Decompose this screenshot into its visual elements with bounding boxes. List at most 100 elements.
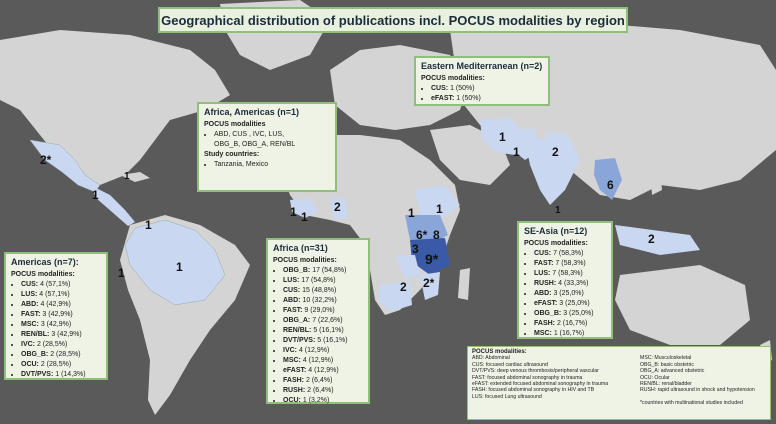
thailand-highlight (594, 158, 622, 200)
count-central-america: 1 (92, 188, 99, 202)
modality-key: ABD: (21, 301, 39, 308)
australia-shape (615, 265, 750, 345)
box-americas: Americas (n=7): POCUS modalities: CUS: 4… (4, 252, 108, 380)
box-title: Eastern Mediterranean (n=2) (421, 61, 543, 71)
modality-item: CUS: 15 (48,8%) (283, 286, 363, 296)
modality-key: IVC: (21, 341, 35, 348)
modality-key: CUS: (431, 85, 449, 92)
box-africa: Africa (n=31) POCUS modalities: OBG_B: 1… (266, 238, 370, 404)
modality-key: RUSH: (534, 280, 557, 287)
modality-key: MSC: (534, 330, 552, 337)
modality-value: 2 (28,5%) (40, 361, 72, 368)
modality-value: 5 (16,1%) (317, 337, 348, 344)
modality-item: FASH: 2 (6,4%) (283, 376, 363, 386)
modality-item: DVT/PVS: 1 (14,3%) (21, 370, 101, 380)
count-mozambique: 2* (423, 276, 435, 290)
count-sudan: 1 (408, 206, 415, 220)
modality-value: 7 (58,3%) (555, 260, 586, 267)
modality-item: ABD: 10 (32,2%) (283, 296, 363, 306)
modality-key: CUS: (21, 281, 39, 288)
modality-key: eFAST: (283, 367, 307, 374)
modality-key: DVT/PVS: (21, 371, 54, 378)
modality-key: OBG_B: (283, 267, 311, 274)
modality-item: CUS: 7 (58,3%) (534, 249, 606, 259)
box-heading: POCUS modalities: (273, 257, 337, 264)
mozambique-highlight (420, 272, 440, 300)
modality-value: 1 (50%) (450, 85, 475, 92)
box-title: Africa, Americas (n=1) (204, 107, 299, 117)
modality-item: eFAST: 1 (50%) (431, 94, 543, 104)
modality-item: IVC: 4 (12,9%) (283, 346, 363, 356)
modality-item: OBG_B: 2 (28,5%) (21, 350, 101, 360)
modality-key: MSC: (283, 357, 301, 364)
modality-value: 3 (42,9%) (51, 331, 82, 338)
modality-item: LUS: 4 (57,1%) (21, 290, 101, 300)
modality-item: MSC: 4 (12,9%) (283, 356, 363, 366)
count-colombia: 1 (145, 218, 152, 232)
modality-key: OCU: (21, 361, 39, 368)
modality-value: 7 (58,3%) (552, 270, 583, 277)
modality-value: 1 (50%) (456, 95, 481, 102)
count-nepal: 2 (552, 145, 559, 159)
count-rwanda: 3 (412, 242, 419, 256)
modality-key: CUS: (534, 250, 552, 257)
modality-key: REN/BL: (21, 331, 50, 338)
legend-heading: POCUS modalities: (472, 349, 527, 355)
modality-value: 4 (42,9%) (40, 301, 71, 308)
modality-value: 1 (3,2%) (302, 397, 330, 404)
modality-key: LUS: (283, 277, 300, 284)
modality-line: OBG_B, OBG_A, REN/BL (214, 141, 296, 148)
box-heading: POCUS modalities: (524, 240, 588, 247)
modality-item: MSC: 1 (16,7%) (534, 329, 606, 339)
legend-entry: FASH: focused abdominal sonography in HI… (472, 387, 595, 394)
box-heading: POCUS modalities: (11, 271, 75, 278)
count-tanzania: 9* (425, 251, 439, 267)
count-thailand: 6 (607, 178, 614, 192)
legend-entry: OBG_B: basic obstetric (640, 361, 694, 368)
modality-value: 4 (12,9%) (308, 367, 339, 374)
modality-value: 2 (6,4%) (305, 377, 333, 384)
caribbean-shape (120, 172, 150, 182)
south-africa-highlight (378, 282, 412, 312)
legend-entry: eFAST: extended focused abdominal sonogr… (472, 381, 609, 388)
modality-item: FAST: 9 (29,0%) (283, 306, 363, 316)
box-eastern-med: Eastern Mediterranean (n=2) POCUS modali… (414, 56, 550, 106)
modality-item: REN/BL: 5 (16,1%) (283, 326, 363, 336)
modality-item: ABD: 3 (25,0%) (534, 289, 606, 299)
modality-value: 2 (16,7%) (556, 320, 588, 327)
country-line: Tanzania, Mexico (214, 160, 330, 170)
count-ghana: 2 (334, 200, 341, 214)
modality-key: FAST: (283, 307, 303, 314)
box-se-asia: SE-Asia (n=12) POCUS modalities: CUS: 7 … (517, 221, 613, 339)
modality-key: ABD: (283, 297, 301, 304)
modality-line: ABD, CUS , IVC, LUS, (214, 130, 330, 140)
modality-item: DVT/PVS: 5 (16,1%) (283, 336, 363, 346)
modality-key: OBG_A: (283, 317, 311, 324)
modality-key: eFAST: (534, 300, 558, 307)
modality-value: 4 (33,3%) (558, 280, 589, 287)
count-sri-lanka: 1 (555, 205, 561, 216)
modality-item: FASH: 2 (16,7%) (534, 319, 606, 329)
modality-key: FAST: (534, 260, 554, 267)
modality-value: 3 (42,9%) (40, 321, 72, 328)
japan-shape (698, 85, 716, 125)
modality-item: RUSH: 4 (33,3%) (534, 279, 606, 289)
modality-item: ABD: 4 (42,9%) (21, 300, 101, 310)
box-heading: POCUS modalities (204, 121, 266, 128)
count-brazil: 1 (176, 260, 183, 274)
modality-value: 17 (54,8%) (301, 277, 336, 284)
modality-key: OCU: (283, 397, 301, 404)
modality-item: LUS: 17 (54,8%) (283, 276, 363, 286)
legend-entry: REN/BL: renal/bladder (640, 381, 692, 388)
modality-value: 4 (12,9%) (298, 347, 330, 354)
count-liberia: 1 (301, 210, 308, 224)
modality-value: 3 (42,9%) (42, 311, 73, 318)
count-pakistan: 1 (513, 145, 520, 159)
mexico-shape (29, 139, 101, 193)
modality-value: 4 (57,1%) (39, 291, 70, 298)
modality-key: LUS: (21, 291, 38, 298)
legend-entry: *countries with multinational studies in… (640, 400, 743, 407)
map-title: Geographical distribution of publication… (158, 7, 628, 33)
modality-item: CUS: 4 (57,1%) (21, 280, 101, 290)
uganda-kenya-highlight (405, 215, 448, 245)
